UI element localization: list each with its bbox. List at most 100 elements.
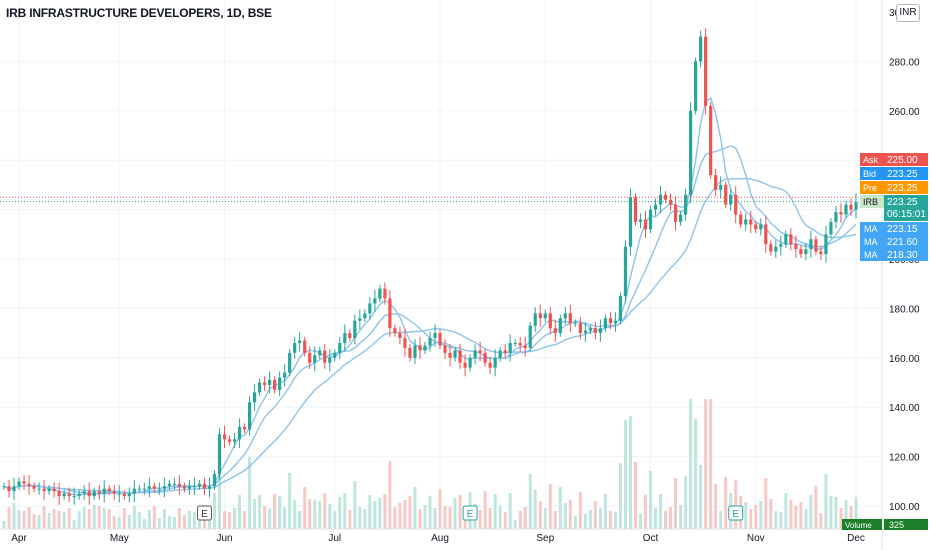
volume-bar [197, 514, 201, 529]
volume-bar [578, 492, 582, 529]
volume-bar [333, 511, 337, 529]
volume-bar [318, 501, 322, 529]
candle [227, 439, 232, 442]
candle [498, 350, 502, 358]
volume-bar [598, 508, 602, 529]
candle [423, 345, 427, 351]
candle [658, 194, 663, 205]
volume-bar [618, 463, 622, 529]
candle [127, 493, 131, 497]
candle [413, 345, 417, 358]
candle [132, 488, 136, 494]
volume-bar [102, 508, 106, 529]
candle [293, 342, 297, 353]
volume-bar [97, 506, 101, 529]
volume-bar [117, 517, 121, 529]
x-tick-label: Oct [643, 533, 659, 544]
candle [759, 224, 763, 230]
candle [37, 488, 41, 490]
candle [142, 488, 146, 490]
volume-bar [794, 506, 798, 529]
volume-bar [17, 510, 21, 529]
volume-bar [769, 499, 773, 529]
candle [222, 434, 227, 440]
volume-bar [142, 519, 146, 529]
volume-bar [628, 416, 632, 529]
volume-bar [177, 508, 181, 529]
candle [729, 194, 733, 205]
volume-bar [724, 477, 728, 529]
candle [493, 357, 497, 368]
ma-line-2 [3, 145, 857, 495]
candle [533, 313, 537, 326]
earnings-marker [462, 505, 478, 521]
x-tick-label: Sep [536, 533, 554, 544]
candle [523, 345, 527, 348]
candle [197, 483, 202, 487]
volume-bar [819, 513, 823, 529]
candle [258, 382, 262, 393]
volume-bar [699, 465, 703, 529]
volume-bar [488, 508, 492, 529]
candle [503, 350, 507, 353]
volume-bar [82, 507, 86, 529]
volume-bar [503, 512, 507, 529]
ma-tag-label: MA [864, 224, 878, 234]
volume-bar [809, 495, 813, 529]
volume-tag-label-bg [842, 519, 882, 530]
candle [273, 380, 277, 390]
candle [373, 298, 377, 304]
candle [268, 380, 272, 385]
volume-bar [548, 484, 552, 529]
candle [137, 488, 141, 490]
volume-bar [298, 511, 302, 529]
candle [82, 491, 86, 494]
volume-bar [694, 419, 698, 529]
volume-bar [92, 505, 96, 529]
candle [27, 483, 31, 487]
candle [77, 493, 81, 497]
candle [478, 350, 482, 353]
volume-bar [308, 499, 312, 529]
volume-bar [664, 511, 668, 529]
candle [403, 338, 407, 348]
currency-button[interactable]: INR [896, 4, 920, 22]
price-axis [882, 0, 932, 550]
volume-bar [804, 509, 808, 529]
volume-bar [834, 497, 838, 529]
price-tag-value: 225.00 [887, 155, 918, 166]
volume-bar [839, 508, 843, 529]
volume-bar [172, 517, 176, 529]
candle [809, 239, 813, 250]
candle [288, 352, 292, 373]
volume-bar [238, 495, 242, 529]
candle [699, 36, 703, 62]
candle [513, 342, 517, 344]
volume-bar [122, 508, 126, 529]
volume-bar [12, 503, 16, 529]
candle [673, 204, 678, 222]
volume-tag-label: Volume [845, 521, 872, 530]
volume-bar [669, 507, 673, 529]
volume-bar [608, 511, 612, 529]
candle [87, 491, 91, 497]
volume-bar [2, 521, 6, 529]
ma-tag-label-bg [860, 222, 884, 235]
ma-tag-value-bg [884, 222, 928, 235]
candle [518, 342, 522, 346]
y-tick-label: 140.00 [889, 403, 920, 414]
candle [418, 345, 422, 351]
ma-tag-label-bg [860, 235, 884, 248]
candle [443, 345, 447, 353]
candle [182, 486, 187, 489]
ma-line-3 [3, 177, 857, 494]
candle [789, 234, 793, 245]
volume-bar [223, 511, 227, 529]
volume-bar [779, 512, 783, 529]
candle [353, 320, 357, 339]
volume-bar [32, 514, 36, 529]
candle [598, 328, 602, 334]
volume-bar [278, 496, 282, 529]
volume-bar [268, 508, 272, 529]
